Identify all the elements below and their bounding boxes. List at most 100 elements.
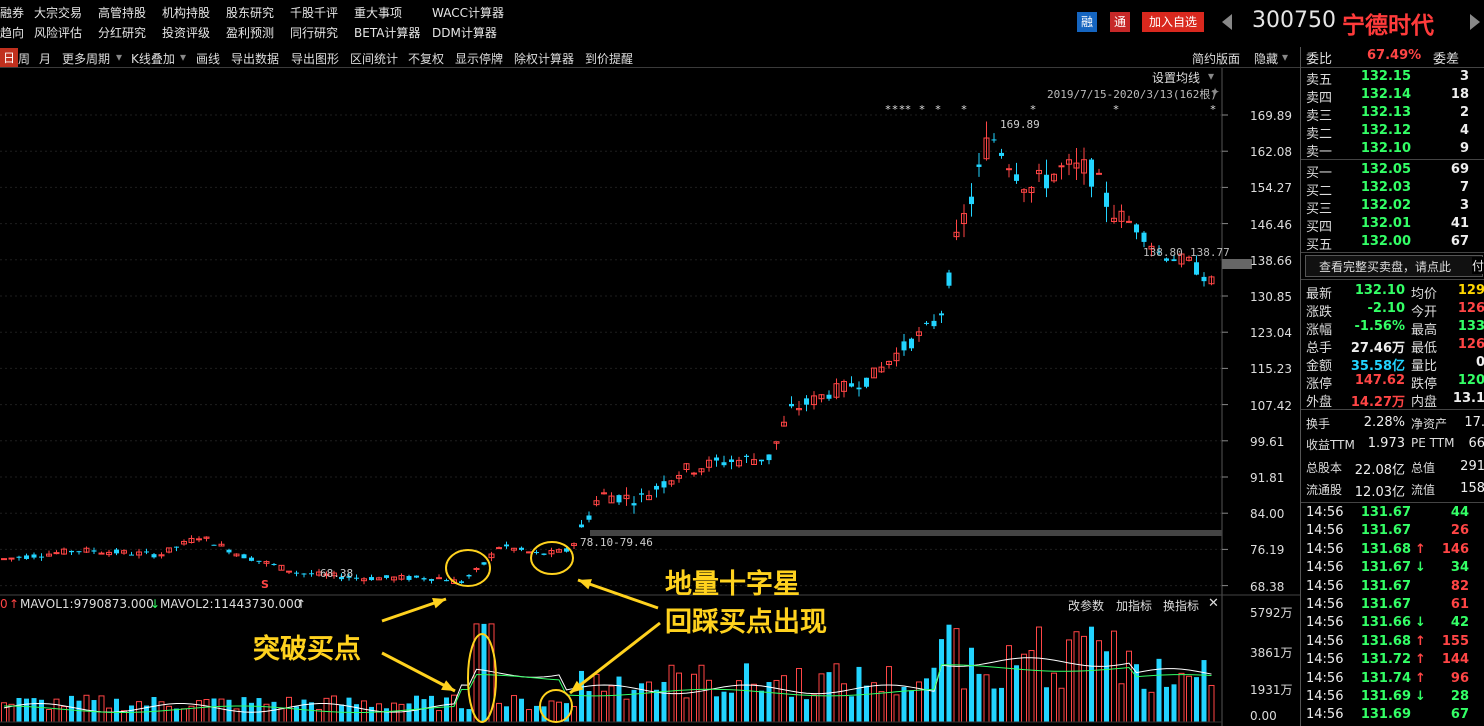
export-data-button[interactable]: 导出数据 bbox=[231, 52, 280, 66]
menu-rating[interactable]: 投资评级 bbox=[162, 26, 211, 40]
candle-body-up bbox=[263, 561, 270, 564]
mavol2-label: MAVOL2:11443730.000 bbox=[160, 597, 302, 611]
sell-level-volume: 18 bbox=[1450, 87, 1469, 102]
volume-bar-down bbox=[241, 697, 247, 722]
export-chart-button[interactable]: 导出图形 bbox=[291, 52, 340, 66]
menu-dividend[interactable]: 分红研究 bbox=[98, 26, 147, 40]
volume-bar-down bbox=[114, 698, 119, 722]
volume-bar-up bbox=[218, 698, 225, 723]
next-stock-icon[interactable] bbox=[1470, 14, 1480, 30]
simple-layout-button[interactable]: 简约版面 bbox=[1192, 52, 1241, 66]
hide-button[interactable]: 隐藏 bbox=[1254, 52, 1279, 66]
edit-params-button[interactable]: 改参数 bbox=[1068, 599, 1105, 613]
tick-price: 131.67 bbox=[1360, 505, 1411, 520]
menu-stock-comments[interactable]: 千股千评 bbox=[290, 6, 339, 20]
draw-line-button[interactable]: 画线 bbox=[196, 52, 221, 66]
pay-upgrade-link[interactable]: 付费升 bbox=[1472, 257, 1484, 274]
period-month[interactable]: 月 bbox=[39, 52, 52, 66]
period-week[interactable]: 周 bbox=[18, 52, 31, 66]
chevron-down-icon[interactable]: ▾ bbox=[1282, 50, 1289, 64]
sell-level-row[interactable]: 卖四 132.14 18 bbox=[1301, 87, 1484, 106]
tick-time: 14:56 bbox=[1306, 523, 1344, 539]
volume-bar-up bbox=[331, 695, 337, 723]
prev-stock-icon[interactable] bbox=[1222, 14, 1232, 30]
kline-chart[interactable]: * * * * * * * * * * bbox=[0, 68, 1300, 726]
sell-level-row[interactable]: 卖五 132.15 3 bbox=[1301, 69, 1484, 88]
ex-rights-calculator-button[interactable]: 除权计算器 bbox=[514, 52, 575, 66]
full-book-text[interactable]: 查看完整买卖盘，请点此 bbox=[1319, 260, 1452, 274]
more-periods-dropdown[interactable]: 更多周期 bbox=[62, 52, 111, 66]
menu-risk[interactable]: 风险评估 bbox=[34, 26, 83, 40]
badge-rong[interactable]: 融 bbox=[1077, 12, 1097, 32]
buy-level-row[interactable]: 买二 132.03 7 bbox=[1301, 180, 1484, 199]
candle-body-up bbox=[886, 360, 892, 366]
candle-body-down bbox=[1194, 262, 1199, 275]
sell-level-row[interactable]: 卖二 132.12 4 bbox=[1301, 123, 1484, 142]
doji-arrow-top bbox=[577, 578, 659, 610]
menu-trend[interactable]: 趋向 bbox=[0, 26, 25, 40]
pin-icon[interactable]: ✦ bbox=[1210, 85, 1221, 99]
price-alert-button[interactable]: 到价提醒 bbox=[585, 52, 634, 66]
price-tick-label: 68.38 bbox=[1250, 579, 1285, 594]
buy-level-row[interactable]: 买三 132.02 3 bbox=[1301, 198, 1484, 217]
range-stats-button[interactable]: 区间统计 bbox=[350, 52, 399, 66]
tick-price: 131.67 bbox=[1360, 597, 1411, 612]
volume-bar-down bbox=[976, 673, 982, 722]
badge-tong[interactable]: 通 bbox=[1110, 12, 1130, 32]
chevron-down-icon[interactable]: ▾ bbox=[116, 50, 123, 64]
switch-indicator-button[interactable]: 换指标 bbox=[1163, 599, 1200, 613]
volume-bar-up bbox=[1058, 687, 1065, 723]
menu-exec-holding[interactable]: 高管持股 bbox=[98, 6, 147, 20]
sell-level-row[interactable]: 卖一 132.10 9 bbox=[1301, 141, 1484, 160]
candle-body-up bbox=[316, 571, 322, 576]
menu-ddm[interactable]: DDM计算器 bbox=[432, 26, 497, 40]
menu-peers[interactable]: 同行研究 bbox=[290, 26, 339, 40]
menu-holder-research[interactable]: 股东研究 bbox=[226, 6, 275, 20]
menu-inst-holding[interactable]: 机构持股 bbox=[162, 6, 211, 20]
candle-body-up bbox=[1111, 217, 1117, 222]
menu-block-trade[interactable]: 大宗交易 bbox=[34, 6, 83, 20]
up-arrow-icon: ↑ bbox=[1415, 541, 1426, 557]
price-tick-label: 162.08 bbox=[1250, 145, 1292, 160]
kline-overlay-dropdown[interactable]: K线叠加 bbox=[131, 52, 175, 66]
price-tick-label: 115.23 bbox=[1250, 362, 1292, 377]
add-watchlist-button[interactable]: 加入自选 bbox=[1142, 12, 1204, 32]
buy-level-price: 132.01 bbox=[1360, 216, 1411, 231]
menu-wacc[interactable]: WACC计算器 bbox=[432, 6, 504, 20]
full-book-link[interactable]: 查看完整买卖盘，请点此 bbox=[1305, 255, 1483, 277]
volume-bar-up bbox=[98, 695, 105, 723]
volume-bar-down bbox=[301, 699, 307, 722]
buy-level-row[interactable]: 买五 132.00 67 bbox=[1301, 234, 1484, 253]
event-marker-icon: * bbox=[899, 103, 905, 116]
tick-volume: 146 bbox=[1441, 541, 1469, 557]
quote-label: 涨幅 bbox=[1306, 323, 1333, 338]
menu-rongquan[interactable]: 融券 bbox=[0, 6, 25, 20]
candle-body-up bbox=[676, 474, 682, 479]
tick-volume: 44 bbox=[1450, 505, 1469, 520]
period-day[interactable]: 日 bbox=[0, 48, 19, 67]
no-adjust-button[interactable]: 不复权 bbox=[408, 52, 445, 66]
quote-label: 内盘 bbox=[1411, 395, 1438, 410]
add-indicator-button[interactable]: 加指标 bbox=[1116, 599, 1153, 613]
buy-level-row[interactable]: 买四 132.01 41 bbox=[1301, 216, 1484, 235]
candle-body-up bbox=[878, 366, 885, 373]
buy-level-row[interactable]: 买一 132.05 69 bbox=[1301, 162, 1484, 181]
show-suspension-button[interactable]: 显示停牌 bbox=[455, 52, 504, 66]
tick-price: 131.67 bbox=[1360, 560, 1411, 576]
set-ma-button[interactable]: 设置均线 bbox=[1152, 71, 1201, 85]
volume-bar-down bbox=[369, 706, 374, 722]
chevron-down-icon[interactable]: ▾ bbox=[180, 50, 187, 64]
menu-beta[interactable]: BETA计算器 bbox=[354, 26, 421, 40]
candle-body-down bbox=[946, 272, 952, 286]
sell-level-row[interactable]: 卖三 132.13 2 bbox=[1301, 105, 1484, 124]
close-icon[interactable]: ✕ bbox=[1208, 596, 1219, 611]
menu-major-events[interactable]: 重大事项 bbox=[354, 6, 403, 20]
volume-bar-down bbox=[939, 639, 944, 722]
candle-body-down bbox=[714, 457, 719, 461]
fundamental-label: 流值 bbox=[1411, 483, 1436, 497]
chevron-down-icon[interactable]: ▾ bbox=[1208, 69, 1215, 83]
menu-forecast[interactable]: 盈利预测 bbox=[226, 26, 275, 40]
candle-body-down bbox=[384, 575, 389, 578]
fundamental-row: 收益TTM 1.973 PE TTM 66 bbox=[1301, 436, 1484, 454]
sell-level-label: 卖三 bbox=[1306, 109, 1333, 124]
